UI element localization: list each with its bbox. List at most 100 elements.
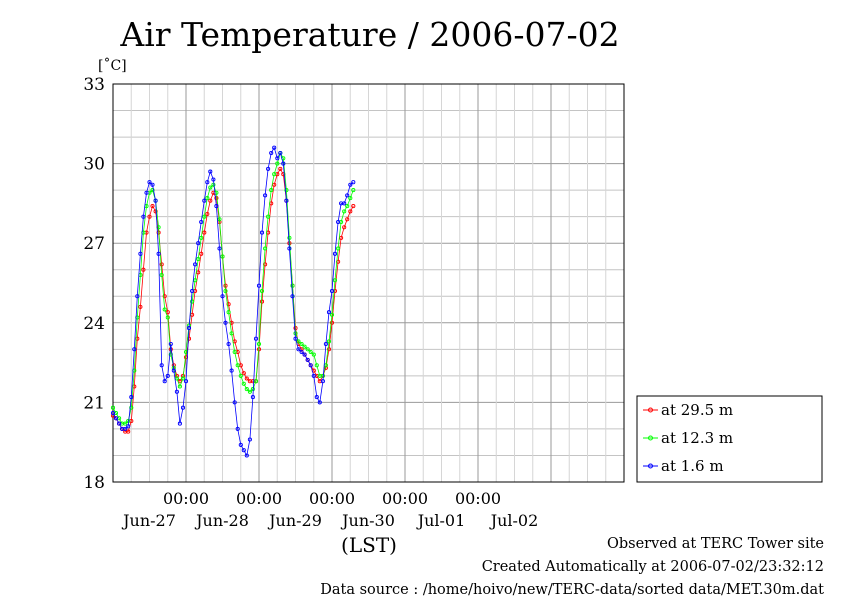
data-point [214,204,219,209]
data-point [235,363,240,368]
data-point [351,180,356,185]
data-point [317,400,322,405]
data-point [287,235,292,240]
data-point [320,379,325,384]
data-point [345,193,350,198]
x-tick-date: Jun-27 [121,511,176,530]
data-point [238,373,243,378]
data-point [314,363,319,368]
data-point [299,341,304,347]
y-tick-label: 30 [83,155,105,175]
data-point [247,437,252,442]
data-point [336,246,341,251]
data-point [113,416,119,421]
data-point [196,241,201,246]
footer-created: Created Automatically at 2006-07-02/23:3… [481,559,824,575]
data-point [141,267,146,272]
series-2 [110,145,356,458]
data-point [123,426,128,431]
data-point [238,442,243,447]
data-point [259,299,265,304]
data-point [263,193,268,198]
data-point [180,405,186,410]
data-point [190,288,195,294]
data-point [208,198,213,203]
data-point [126,429,131,434]
x-axis-label: (LST) [341,533,397,557]
data-point [281,161,286,166]
data-point [183,379,189,384]
x-tick-date: Jul-01 [416,511,466,530]
footer-source: Data source : /home/hoivo/new/TERC-data/… [320,582,824,598]
data-point [332,251,338,256]
data-point [256,341,262,347]
data-point [263,246,268,251]
data-point [266,214,271,219]
data-point [208,169,213,174]
data-point [202,198,207,203]
x-tick-time: 00:00 [382,489,428,508]
data-point [162,294,167,299]
data-point [147,180,152,185]
plot-frame [112,83,625,483]
data-point [241,381,246,386]
data-point [223,320,228,325]
data-point [302,344,307,349]
data-point [348,209,353,214]
x-tick-date: Jun-29 [267,511,322,530]
data-point [342,209,347,214]
data-point [217,217,222,222]
data-point [345,217,350,222]
data-point [177,421,182,426]
data-point [132,347,137,352]
data-point [150,188,155,193]
data-point [156,251,161,256]
data-point [144,190,149,195]
data-point [153,198,158,203]
legend-box [636,395,823,483]
data-point [308,363,313,368]
y-tick-label: 21 [83,393,105,413]
data-point [159,363,164,368]
data-point [323,341,328,347]
data-point [229,331,234,336]
data-point [208,185,213,190]
data-point [311,352,316,357]
legend-swatch-marker [648,435,653,441]
data-point [329,312,335,317]
data-point [287,246,292,251]
data-point [311,373,316,378]
data-point [226,310,231,315]
legend-entry: at 12.3 m [661,429,733,447]
data-point [253,379,259,384]
y-tick-label: 33 [83,75,105,95]
data-point [241,371,246,376]
data-point [308,349,313,355]
data-point [217,246,222,251]
data-point [129,405,134,410]
data-point [253,336,259,341]
data-point [165,315,170,320]
y-ticks: 18 21 24 27 30 33 [83,75,105,493]
data-point [290,283,295,288]
data-point [345,204,350,209]
data-point [193,262,198,267]
data-point [269,150,274,156]
data-point [275,161,280,166]
data-point [296,347,301,352]
data-point [117,421,122,426]
data-point [214,196,219,201]
data-point [241,448,246,453]
data-point [305,357,310,362]
data-point [199,219,204,225]
data-point [278,166,283,171]
data-point [272,172,277,177]
data-point [256,283,262,288]
data-point [165,310,170,315]
data-point [226,302,231,307]
data-point [296,339,301,344]
chart-title: Air Temperature / 2006-07-02 [119,15,619,54]
data-point [272,145,277,150]
data-point [284,198,289,203]
